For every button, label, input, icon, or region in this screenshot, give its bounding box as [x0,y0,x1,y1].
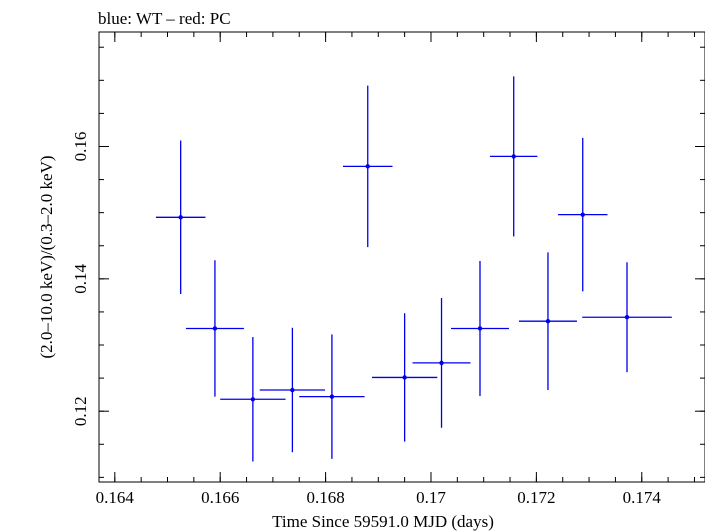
data-point [155,140,206,295]
point-marker [477,326,483,331]
data-point [490,76,538,237]
x-tick-label: 0.17 [416,488,446,507]
point-marker [365,164,370,169]
y-tick-label: 0.14 [71,263,90,293]
x-tick-label: 0.174 [623,488,662,507]
x-tick-label: 0.164 [96,488,135,507]
x-tick-labels: 0.164 0.166 0.168 0.17 0.172 0.174 [96,488,662,507]
point-marker [624,315,630,320]
data-point [582,262,672,373]
data-point [451,260,509,396]
x-tick-label: 0.166 [201,488,239,507]
data-point [185,260,244,397]
point-marker [250,397,256,402]
data-point [220,337,286,462]
point-marker [329,394,335,399]
point-marker [580,212,585,217]
y-tick-label: 0.12 [71,396,90,426]
point-marker [545,318,551,324]
data-point [518,252,577,391]
y-tick-labels: 0.12 0.14 0.16 [71,132,90,426]
point-marker [290,387,295,393]
point-marker [402,375,407,380]
x-tick-label: 0.172 [517,488,555,507]
data-point [557,137,608,292]
x-axis-label: Time Since 59591.0 MJD (days) [272,512,494,531]
point-marker [439,360,444,366]
y-axis-label: (2.0–10.0 keV)/(0.3–2.0 keV) [37,155,56,358]
point-marker [212,326,218,331]
data-points [155,76,672,462]
plot-frame [98,31,705,483]
point-marker [511,154,516,159]
chart-title: blue: WT – red: PC [98,9,231,28]
y-tick-label: 0.16 [71,132,90,162]
axis-ticks [99,32,705,482]
data-point [412,298,471,428]
data-point [259,327,326,453]
point-marker [178,215,183,220]
data-point [371,313,438,442]
data-point [342,85,393,248]
x-tick-label: 0.168 [306,488,344,507]
data-point [299,334,365,459]
